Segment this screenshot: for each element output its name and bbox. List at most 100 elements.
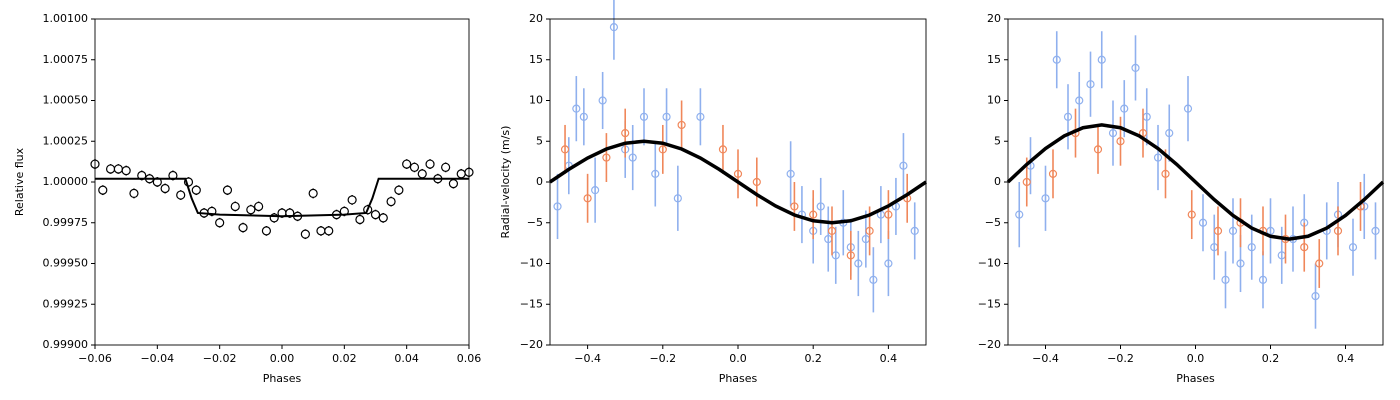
- y-tick-label: 0: [536, 175, 543, 188]
- model-line: [1006, 123, 1385, 241]
- data-point: [1311, 292, 1320, 301]
- data-point: [677, 120, 686, 130]
- data-point: [579, 112, 588, 121]
- data-point: [790, 202, 799, 211]
- data-point: [1063, 112, 1073, 121]
- x-tick-label: −0.04: [140, 352, 174, 365]
- data-point: [1093, 145, 1103, 154]
- x-tick-label: 0.0: [729, 352, 747, 365]
- data-point: [1198, 218, 1208, 227]
- data-point: [1052, 55, 1061, 64]
- data-point: [910, 226, 919, 235]
- data-point: [1161, 169, 1170, 178]
- data-point: [658, 145, 667, 154]
- data-point: [827, 226, 837, 235]
- data-point: [98, 185, 108, 195]
- data-point: [1086, 80, 1095, 89]
- x-axis-label: Phases: [263, 372, 302, 385]
- y-tick-label: 0.99925: [43, 297, 89, 310]
- y-tick-label: 15: [987, 53, 1001, 66]
- y-tick-label: 10: [529, 94, 543, 107]
- y-tick-label: 0.99975: [43, 216, 89, 229]
- x-tick-label: 0.4: [1337, 352, 1355, 365]
- x-tick-label: −0.4: [574, 352, 601, 365]
- data-point: [370, 210, 381, 220]
- data-point: [402, 159, 412, 169]
- y-tick-label: 20: [529, 12, 543, 25]
- y-tick-label: −5: [527, 216, 543, 229]
- y-tick-label: 20: [987, 12, 1001, 25]
- x-tick-label: 0.0: [1187, 352, 1205, 365]
- data-point: [884, 259, 893, 268]
- data-point: [215, 218, 225, 228]
- data-point: [651, 169, 660, 178]
- data-point: [1213, 226, 1223, 235]
- data-point: [113, 164, 123, 174]
- data-point: [1247, 243, 1256, 252]
- data-point: [1258, 275, 1268, 284]
- data-point: [347, 195, 357, 205]
- data-point: [591, 186, 600, 195]
- data-point: [417, 169, 427, 179]
- data-point: [1333, 226, 1343, 235]
- data-point: [816, 202, 825, 211]
- data-point: [869, 275, 878, 284]
- y-tick-label: 15: [529, 53, 543, 66]
- data-point: [425, 159, 435, 169]
- y-tick-label: −15: [978, 297, 1001, 310]
- x-axis-label: Phases: [1176, 372, 1215, 385]
- data-point: [394, 185, 404, 195]
- y-tick-label: 1.00075: [43, 53, 89, 66]
- x-tick-label: −0.02: [203, 352, 237, 365]
- y-axis-label: Relative flux: [13, 147, 26, 216]
- x-tick-label: −0.2: [1107, 352, 1134, 365]
- data-point: [1116, 137, 1125, 146]
- data-point: [899, 161, 908, 170]
- x-axis-label: Phases: [719, 372, 758, 385]
- data-point: [854, 259, 863, 268]
- data-point: [300, 229, 310, 239]
- data-point: [583, 194, 592, 203]
- data-point: [222, 185, 233, 195]
- data-point: [378, 213, 388, 223]
- x-tick-label: −0.4: [1032, 352, 1059, 365]
- y-tick-label: −5: [985, 216, 1001, 229]
- data-point: [324, 226, 334, 236]
- data-point: [1120, 104, 1129, 113]
- y-tick-label: 1.00000: [43, 175, 89, 188]
- data-point: [456, 169, 466, 179]
- x-tick-label: −0.06: [78, 352, 112, 365]
- data-point: [1153, 153, 1163, 162]
- data-point: [846, 251, 855, 260]
- x-tick-label: 0.4: [880, 352, 898, 365]
- data-point: [1075, 96, 1084, 105]
- data-point: [628, 153, 637, 162]
- data-point: [441, 162, 451, 172]
- x-tick-label: −0.2: [649, 352, 676, 365]
- data-point: [1228, 226, 1238, 235]
- y-tick-label: 10: [987, 94, 1001, 107]
- data-point: [1015, 210, 1024, 219]
- data-point: [1187, 210, 1196, 219]
- data-point: [809, 210, 818, 219]
- data-point: [718, 145, 728, 154]
- data-point: [884, 210, 893, 219]
- x-tick-label: 0.2: [1262, 352, 1280, 365]
- data-point: [254, 201, 264, 212]
- y-axis-label: Radial-velocity (m/s): [499, 126, 512, 239]
- data-point: [230, 201, 240, 212]
- data-point: [386, 196, 396, 207]
- data-point: [639, 112, 649, 121]
- data-point: [662, 112, 671, 121]
- data-point: [865, 226, 874, 235]
- data-point: [733, 169, 743, 178]
- y-tick-label: 0.99950: [43, 257, 89, 270]
- y-tick-label: −10: [978, 257, 1001, 270]
- data-point: [191, 185, 201, 195]
- data-point: [308, 188, 318, 199]
- data-point: [673, 194, 682, 203]
- data-point: [1371, 226, 1380, 235]
- data-point: [1221, 275, 1230, 284]
- data-point: [1022, 177, 1031, 187]
- data-point: [602, 153, 611, 162]
